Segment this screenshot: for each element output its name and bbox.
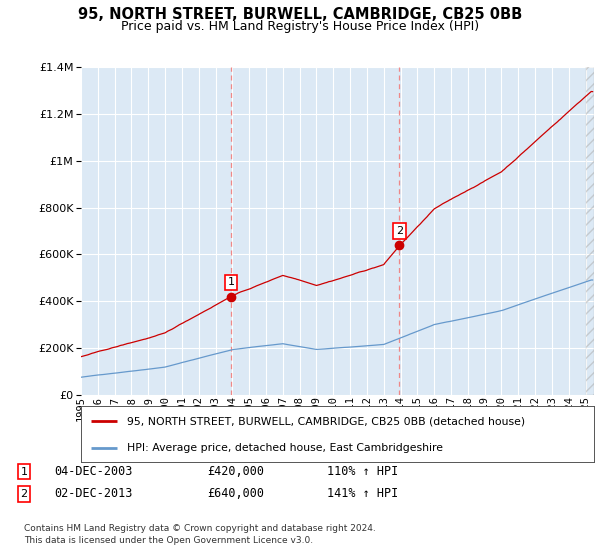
Text: 02-DEC-2013: 02-DEC-2013 (54, 487, 133, 501)
Text: 141% ↑ HPI: 141% ↑ HPI (327, 487, 398, 501)
Text: HPI: Average price, detached house, East Cambridgeshire: HPI: Average price, detached house, East… (127, 443, 443, 453)
Text: 2: 2 (20, 489, 28, 499)
Text: 2: 2 (395, 226, 403, 236)
Text: 04-DEC-2003: 04-DEC-2003 (54, 465, 133, 478)
Text: £420,000: £420,000 (207, 465, 264, 478)
Text: Contains HM Land Registry data © Crown copyright and database right 2024.
This d: Contains HM Land Registry data © Crown c… (24, 524, 376, 545)
Text: 95, NORTH STREET, BURWELL, CAMBRIDGE, CB25 0BB (detached house): 95, NORTH STREET, BURWELL, CAMBRIDGE, CB… (127, 416, 525, 426)
Text: 110% ↑ HPI: 110% ↑ HPI (327, 465, 398, 478)
Text: 95, NORTH STREET, BURWELL, CAMBRIDGE, CB25 0BB: 95, NORTH STREET, BURWELL, CAMBRIDGE, CB… (78, 7, 522, 22)
Text: 1: 1 (20, 466, 28, 477)
Text: Price paid vs. HM Land Registry's House Price Index (HPI): Price paid vs. HM Land Registry's House … (121, 20, 479, 33)
Text: £640,000: £640,000 (207, 487, 264, 501)
Text: 1: 1 (227, 278, 235, 287)
